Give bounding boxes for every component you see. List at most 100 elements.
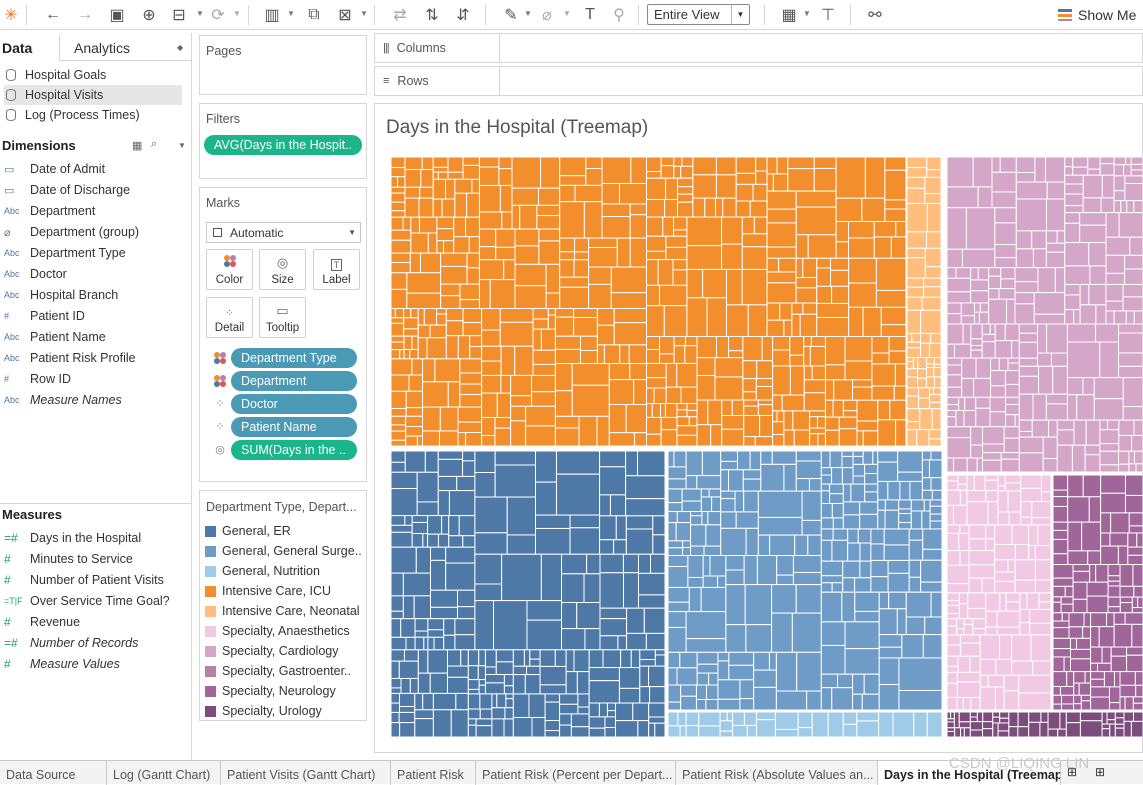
treemap-er[interactable] — [411, 515, 429, 523]
treemap-general-surgery[interactable] — [696, 663, 719, 674]
treemap-general-surgery[interactable] — [831, 687, 854, 711]
treemap-cardiology[interactable] — [1118, 419, 1135, 436]
treemap-icu[interactable] — [481, 374, 502, 394]
treemap-icu[interactable] — [743, 399, 759, 407]
treemap-icu[interactable] — [601, 215, 631, 239]
treemap-neurology[interactable] — [1097, 662, 1112, 673]
treemap-icu[interactable] — [663, 305, 688, 337]
treemap-anaesthetics[interactable] — [958, 592, 969, 605]
treemap-anaesthetics[interactable] — [955, 618, 965, 630]
treemap-icu[interactable] — [795, 234, 809, 259]
chevron-down-icon[interactable]: ▼ — [360, 9, 368, 18]
treemap-icu[interactable] — [766, 173, 774, 192]
treemap-cardiology[interactable] — [946, 357, 963, 366]
treemap-icu[interactable] — [795, 206, 837, 236]
treemap-icu[interactable] — [755, 157, 768, 172]
treemap-neurology[interactable] — [1119, 564, 1134, 587]
treemap-cardiology[interactable] — [966, 457, 978, 473]
treemap-general-surgery[interactable] — [708, 672, 719, 686]
treemap-cardiology[interactable] — [970, 290, 990, 304]
treemap-cardiology[interactable] — [1005, 403, 1020, 416]
treemap-nutrition[interactable] — [755, 711, 776, 721]
treemap-er[interactable] — [618, 687, 641, 704]
treemap-neonatal[interactable] — [906, 176, 926, 189]
treemap-icu[interactable] — [499, 308, 534, 323]
color-button[interactable]: Color — [206, 249, 253, 290]
treemap-icu[interactable] — [538, 187, 561, 206]
treemap-general-surgery[interactable] — [667, 502, 683, 513]
treemap-er[interactable] — [539, 665, 567, 686]
treemap-icu[interactable] — [510, 395, 533, 407]
treemap-icu[interactable] — [441, 198, 456, 218]
treemap-icu[interactable] — [406, 272, 442, 294]
treemap-general-surgery[interactable] — [820, 539, 833, 562]
treemap-cardiology[interactable] — [1124, 268, 1143, 285]
treemap-urology[interactable] — [963, 727, 971, 737]
treemap-er[interactable] — [417, 672, 431, 694]
treemap-neurology[interactable] — [1090, 671, 1105, 680]
treemap-icu[interactable] — [824, 416, 840, 431]
treemap-icu[interactable] — [844, 335, 873, 362]
treemap-icu[interactable] — [735, 157, 757, 174]
treemap-neurology[interactable] — [1060, 603, 1074, 614]
treemap-cardiology[interactable] — [1003, 426, 1020, 439]
treemap-icu[interactable] — [510, 374, 533, 397]
treemap-icu[interactable] — [434, 358, 461, 383]
legend-item-specialty-cardiology[interactable]: Specialty, Cardiology — [205, 641, 339, 661]
treemap-nutrition[interactable] — [667, 725, 681, 737]
treemap-general-surgery[interactable] — [852, 455, 864, 465]
treemap-anaesthetics[interactable] — [957, 474, 968, 485]
treemap-er[interactable] — [474, 450, 496, 474]
treemap-general-surgery[interactable] — [897, 471, 923, 482]
treemap-icu[interactable] — [731, 399, 745, 417]
treemap-anaesthetics[interactable] — [946, 618, 957, 627]
treemap-general-surgery[interactable] — [820, 591, 843, 623]
treemap-er[interactable] — [467, 649, 480, 667]
treemap-cardiology[interactable] — [1018, 341, 1039, 359]
treemap-cardiology[interactable] — [1099, 429, 1120, 445]
treemap-urology[interactable] — [969, 721, 984, 731]
treemap-icu[interactable] — [816, 257, 832, 269]
treemap-neonatal[interactable] — [906, 309, 922, 334]
treemap-general-surgery[interactable] — [743, 555, 758, 586]
treemap-anaesthetics[interactable] — [966, 490, 987, 503]
treemap-cardiology[interactable] — [1045, 403, 1068, 421]
treemap-icu[interactable] — [499, 321, 534, 347]
treemap-anaesthetics[interactable] — [985, 538, 996, 552]
treemap-icu[interactable] — [646, 235, 667, 252]
treemap-er[interactable] — [625, 498, 666, 517]
treemap-cardiology[interactable] — [1084, 454, 1101, 473]
treemap-general-surgery[interactable] — [841, 467, 854, 485]
treemap-neurology[interactable] — [1073, 671, 1086, 684]
treemap-er[interactable] — [620, 649, 632, 669]
treemap-cardiology[interactable] — [1079, 283, 1090, 306]
treemap-icu[interactable] — [880, 306, 907, 326]
treemap-icu[interactable] — [727, 350, 744, 359]
treemap-neurology[interactable] — [1067, 550, 1089, 566]
treemap-icu[interactable] — [634, 432, 648, 447]
treemap-neurology[interactable] — [1108, 686, 1121, 704]
treemap-cardiology[interactable] — [1087, 168, 1101, 176]
treemap-urology[interactable] — [1039, 721, 1049, 737]
treemap-icu[interactable] — [809, 433, 819, 447]
treemap-icu[interactable] — [547, 314, 556, 330]
sheet-tab-days-in-the-hospital-treemap[interactable]: Days in the Hospital (Treemap) — [878, 761, 1061, 785]
treemap-icu[interactable] — [742, 335, 763, 362]
treemap-cardiology[interactable] — [962, 323, 972, 345]
field-department-type[interactable]: Abc Department Type — [4, 243, 126, 263]
treemap-general-surgery[interactable] — [905, 616, 926, 636]
field-department[interactable]: Abc Department — [4, 201, 95, 221]
treemap-general-surgery[interactable] — [884, 499, 900, 511]
treemap-er[interactable] — [559, 724, 572, 737]
treemap-icu[interactable] — [440, 283, 461, 297]
mark-type-select[interactable]: Automatic ▼ — [206, 222, 361, 243]
treemap-icu[interactable] — [816, 316, 850, 337]
treemap-icu[interactable] — [810, 335, 826, 347]
treemap-icu[interactable] — [391, 229, 412, 241]
treemap-cardiology[interactable] — [1117, 450, 1130, 465]
treemap-general-surgery[interactable] — [707, 511, 722, 526]
treemap-icu[interactable] — [628, 344, 648, 365]
treemap-neurology[interactable] — [1052, 686, 1061, 696]
treemap-general-surgery[interactable] — [792, 555, 822, 573]
treemap-icu[interactable] — [573, 308, 598, 319]
